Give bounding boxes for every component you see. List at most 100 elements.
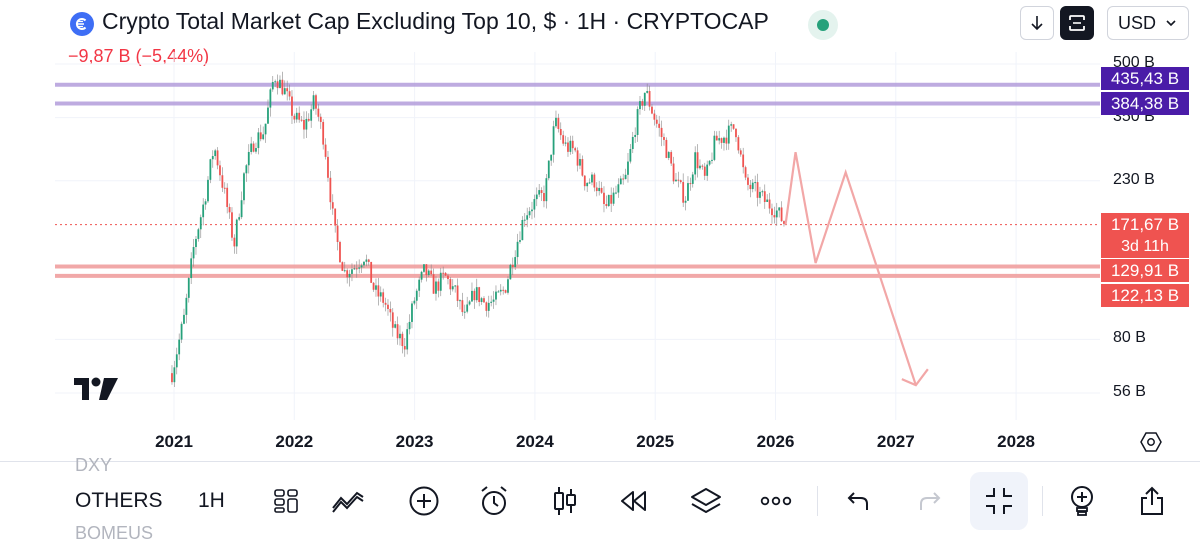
candle-body — [463, 311, 466, 313]
candle-body — [348, 273, 351, 278]
share-button[interactable] — [1130, 479, 1174, 523]
projection-arrowhead — [901, 368, 929, 387]
candle-body — [499, 289, 502, 292]
time-axis-label: 2023 — [395, 432, 434, 451]
candles — [171, 71, 785, 388]
candle-body — [703, 166, 706, 176]
candle-body — [216, 150, 219, 166]
fullscreen-mode-button[interactable] — [1060, 6, 1094, 40]
candle-body — [756, 182, 759, 198]
candle-body — [691, 174, 694, 184]
candle-body — [715, 135, 718, 141]
price-chart[interactable] — [0, 0, 1200, 461]
candle-body — [504, 290, 507, 293]
candle-body — [711, 159, 713, 161]
candle-body — [466, 304, 469, 312]
candle-body — [763, 191, 766, 202]
symbol-title[interactable]: Crypto Total Market Cap Excluding Top 10… — [102, 8, 769, 34]
candle-body — [442, 272, 445, 274]
candle-body — [754, 182, 757, 184]
candle-body — [358, 267, 361, 269]
candle-body — [396, 324, 399, 339]
candle-body — [483, 298, 485, 303]
candle-body — [667, 152, 670, 158]
candle-body — [675, 179, 677, 182]
chart-header: Crypto Total Market Cap Excluding Top 10… — [0, 0, 1200, 70]
alert-button[interactable] — [472, 479, 516, 523]
market-status-indicator[interactable] — [808, 10, 838, 40]
candle-body — [720, 138, 723, 143]
candle-body — [449, 279, 452, 290]
candle-body — [214, 150, 217, 157]
more-button[interactable] — [754, 479, 798, 523]
download-button[interactable] — [1020, 6, 1054, 40]
bar-countdown-tag: 3d 11h — [1101, 235, 1189, 258]
rewind-icon — [621, 491, 646, 511]
price-axis-label: 80 B — [1113, 329, 1146, 347]
tradingview-logo-icon[interactable] — [72, 376, 120, 407]
candle-body — [219, 165, 221, 176]
candle-body — [252, 143, 255, 152]
candle-body — [516, 241, 519, 258]
candle-body — [303, 119, 305, 130]
candle-body — [567, 142, 569, 152]
undo-button[interactable] — [836, 479, 880, 523]
candle-body — [523, 219, 526, 221]
candle-body — [497, 291, 500, 293]
add-button[interactable] — [402, 479, 446, 523]
layers-button[interactable] — [684, 479, 728, 523]
redo-button[interactable] — [908, 479, 952, 523]
candle-body — [744, 167, 747, 178]
candles-button[interactable] — [543, 479, 587, 523]
candle-body — [576, 150, 579, 166]
candle-body — [327, 156, 329, 178]
candle-body — [747, 177, 749, 185]
candle-body — [312, 95, 315, 110]
ideas-button[interactable] — [1060, 479, 1104, 523]
candle-body — [607, 194, 610, 207]
candle-body — [478, 287, 481, 302]
candle-body — [190, 258, 193, 279]
lightbulb-icon — [1071, 486, 1093, 516]
candle-body — [202, 204, 205, 218]
replay-button[interactable] — [612, 479, 656, 523]
layout-button[interactable] — [264, 479, 308, 523]
interval-button[interactable]: 1H — [198, 489, 225, 512]
candle-body — [281, 79, 284, 95]
candlestick-icon — [554, 487, 576, 515]
watchlist-symbol-prev[interactable]: DXY — [75, 455, 113, 475]
candle-body — [480, 298, 483, 302]
candle-body — [293, 115, 296, 120]
toolbar-separator — [817, 486, 818, 516]
fullscreen-exit-button[interactable] — [970, 472, 1028, 530]
candle-body — [339, 242, 341, 263]
candle-body — [288, 91, 291, 97]
candle-body — [526, 215, 529, 220]
undo-arrow-icon — [847, 492, 868, 510]
currency-select[interactable]: USD — [1107, 6, 1189, 40]
candle-body — [207, 179, 209, 202]
candle-body — [187, 278, 190, 298]
candle-body — [267, 107, 269, 124]
resistance-low-tag: 384,38 B — [1101, 92, 1189, 115]
candle-body — [387, 304, 389, 309]
candle-body — [195, 238, 197, 248]
candle-body — [233, 237, 236, 247]
price-axis-label: 500 B — [1113, 54, 1155, 71]
candle-body — [624, 174, 627, 180]
symbol-switcher[interactable]: OTHERS — [75, 489, 163, 512]
candle-body — [223, 187, 226, 189]
candle-body — [540, 190, 543, 193]
candle-body — [761, 191, 764, 193]
candle-body — [336, 225, 339, 243]
candle-body — [418, 279, 421, 291]
candle-body — [723, 137, 725, 143]
candle-body — [279, 79, 281, 89]
chart-type-button[interactable] — [326, 479, 370, 523]
watchlist-symbol-next[interactable]: BOMEUS — [75, 523, 154, 543]
candle-body — [562, 135, 565, 144]
candle-body — [310, 109, 313, 121]
candle-body — [521, 219, 524, 241]
chart-settings-button[interactable] — [1139, 430, 1163, 459]
candle-body — [658, 123, 661, 128]
